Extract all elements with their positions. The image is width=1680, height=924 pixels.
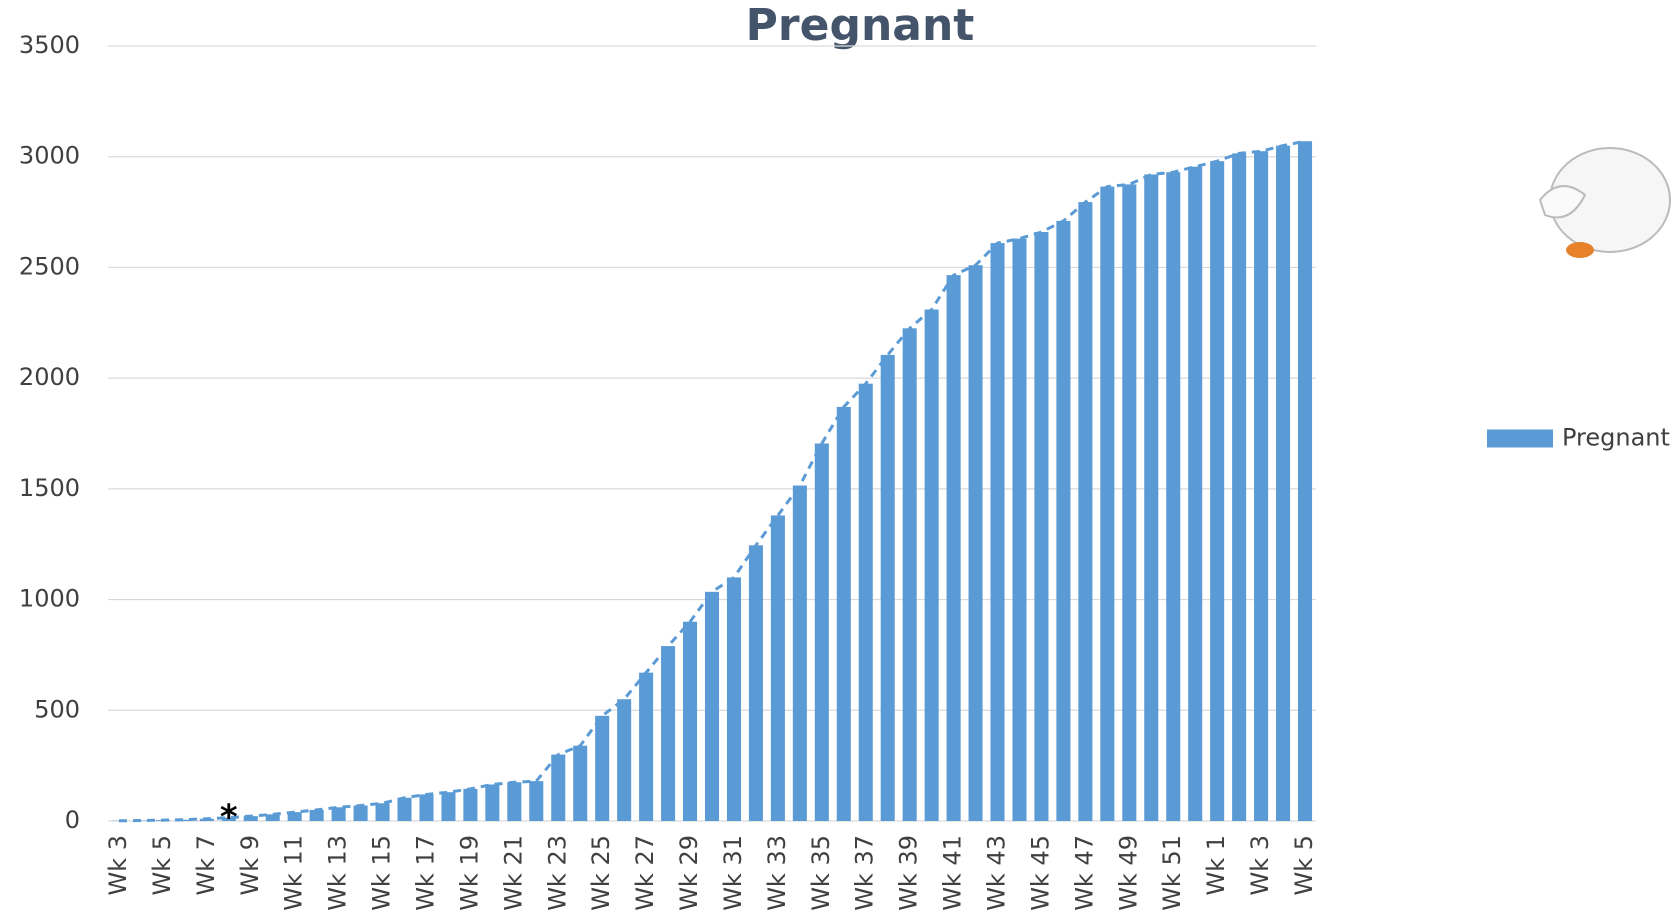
x-tick-label: Wk 35 <box>807 835 835 911</box>
bar <box>836 406 851 821</box>
x-tick-label: Wk 45 <box>1026 835 1054 911</box>
x-tick-label: Wk 19 <box>455 835 483 911</box>
y-tick-label: 500 <box>34 695 80 723</box>
bar <box>968 265 983 821</box>
bar <box>1254 151 1269 821</box>
x-tick-label: Wk 11 <box>280 835 308 911</box>
y-tick-label: 2000 <box>19 363 80 391</box>
x-tick-label: Wk 1 <box>1202 835 1230 896</box>
x-tick-label: Wk 5 <box>148 835 176 896</box>
x-tick-label: Wk 17 <box>411 835 439 911</box>
bar <box>902 328 917 821</box>
bar <box>1188 166 1203 821</box>
x-tick-label: Wk 29 <box>675 835 703 911</box>
bar <box>463 788 478 821</box>
bar <box>177 819 192 821</box>
bar <box>1056 220 1071 821</box>
y-tick-label: 2500 <box>19 252 80 280</box>
x-tick-label: Wk 5 <box>1290 835 1318 896</box>
bar <box>814 443 829 821</box>
bar <box>287 812 302 821</box>
x-tick-label: Wk 51 <box>1158 835 1186 911</box>
bar <box>946 275 961 821</box>
x-tick-label: Wk 37 <box>851 835 879 911</box>
bar <box>265 814 280 821</box>
y-tick-label: 0 <box>65 806 80 834</box>
bar <box>661 646 676 821</box>
bar <box>792 485 807 821</box>
x-tick-label: Wk 43 <box>983 835 1011 911</box>
bar <box>1122 184 1137 822</box>
bar <box>243 816 258 821</box>
bar <box>1276 145 1291 822</box>
bar <box>551 754 566 821</box>
bar <box>1144 174 1159 821</box>
bar <box>639 672 654 821</box>
legend-label: Pregnant <box>1562 424 1670 452</box>
bar <box>485 784 500 821</box>
x-tick-label: Wk 27 <box>631 835 659 911</box>
bar <box>419 794 434 821</box>
y-tick-label: 3000 <box>19 142 80 170</box>
bar <box>309 809 324 821</box>
x-tick-label: Wk 47 <box>1070 835 1098 911</box>
y-tick-label: 1000 <box>19 585 80 613</box>
x-tick-label: Wk 39 <box>895 835 923 911</box>
x-tick-label: Wk 31 <box>719 835 747 911</box>
y-tick-label: 3500 <box>19 31 80 59</box>
x-tick-label: Wk 7 <box>192 835 220 896</box>
bar <box>704 591 720 821</box>
bar <box>748 545 763 821</box>
x-tick-label: Wk 15 <box>368 835 396 911</box>
bar <box>880 354 895 821</box>
x-tick-label: Wk 3 <box>104 835 132 896</box>
bar <box>990 243 1005 822</box>
annotation: * <box>220 798 238 838</box>
x-tick-label: Wk 41 <box>939 835 967 911</box>
bar <box>770 515 785 821</box>
x-tick-label: Wk 33 <box>763 835 791 911</box>
bar <box>1232 153 1247 822</box>
x-tick-label: Wk 13 <box>324 835 352 911</box>
bar <box>617 699 632 821</box>
x-tick-label: Wk 25 <box>587 835 615 911</box>
bar <box>441 792 456 821</box>
x-tick-label: Wk 9 <box>236 835 264 896</box>
bar <box>683 621 698 821</box>
bar <box>1012 238 1027 822</box>
x-tick-label: Wk 3 <box>1246 835 1274 896</box>
legend-swatch <box>1487 429 1553 448</box>
bar <box>507 782 522 821</box>
bar <box>1297 141 1313 821</box>
bar <box>1210 161 1225 822</box>
bar <box>397 797 412 821</box>
bar <box>221 817 236 821</box>
x-tick-label: Wk 21 <box>499 835 527 911</box>
duck-illustration <box>1538 147 1671 258</box>
bar <box>353 805 368 821</box>
trend-line <box>118 139 1306 823</box>
bar <box>529 781 544 821</box>
chart-title: Pregnant <box>746 0 975 51</box>
bar <box>1034 232 1049 821</box>
bar <box>595 715 610 821</box>
bar <box>924 309 939 821</box>
x-tick-label: Wk 23 <box>543 835 571 911</box>
bar <box>331 807 346 821</box>
bar <box>375 803 390 821</box>
bar <box>1100 186 1115 821</box>
bar <box>858 383 873 821</box>
x-tick-label: Wk 49 <box>1114 835 1142 911</box>
bar <box>1166 172 1181 821</box>
bar <box>726 577 741 821</box>
bar <box>573 745 588 821</box>
bar <box>1078 202 1093 821</box>
y-tick-label: 1500 <box>19 474 80 502</box>
